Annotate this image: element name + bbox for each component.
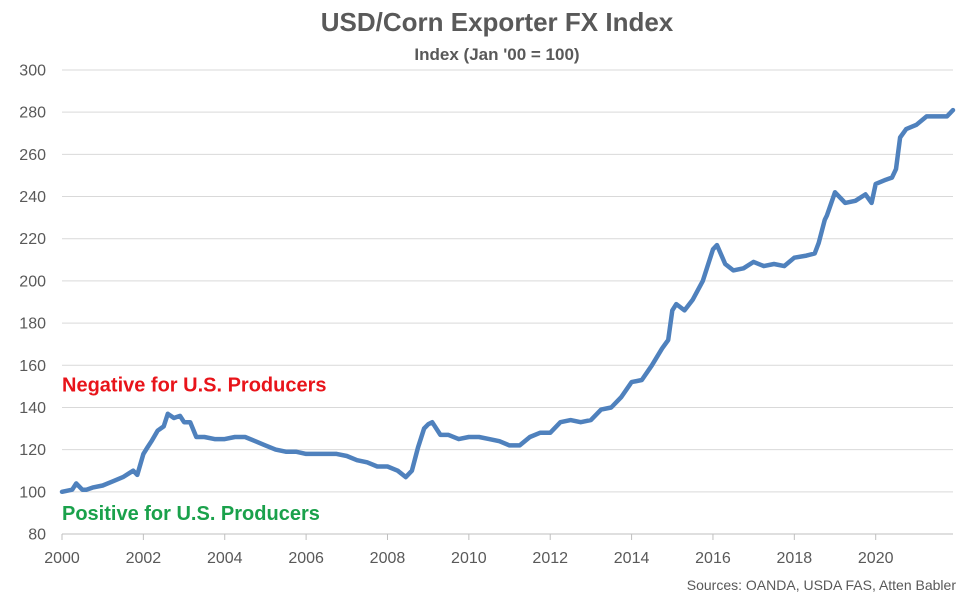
y-tick-label: 140: [19, 400, 46, 417]
source-note: Sources: OANDA, USDA FAS, Atten Babler: [687, 577, 957, 593]
gridlines: [62, 69, 953, 535]
y-axis-tick-labels: 80 100 120 140 160 180 200 220 240 260 280 300: [19, 63, 46, 544]
y-tick-label: 280: [19, 105, 46, 122]
y-tick-label: 100: [19, 484, 46, 501]
chart-title: USD/Corn Exporter FX Index: [321, 7, 674, 37]
y-tick-label: 300: [19, 63, 46, 80]
x-tick-label: 2000: [44, 550, 80, 567]
y-tick-label: 240: [19, 189, 46, 206]
x-tick-label: 2004: [207, 550, 243, 567]
x-axis-tick-labels: 2000 2002 2004 2006 2008 2010 2012 2014 2016 2018…: [44, 534, 894, 567]
y-tick-label: 160: [19, 358, 46, 375]
y-tick-label: 180: [19, 316, 46, 333]
y-tick-label: 80: [28, 527, 46, 544]
annotation-negative: Negative for U.S. Producers: [62, 374, 327, 396]
x-tick-label: 2006: [288, 550, 324, 567]
y-tick-label: 220: [19, 231, 46, 248]
y-tick-label: 260: [19, 147, 46, 164]
series-line-0: [59, 107, 956, 495]
x-tick-label: 2012: [532, 550, 568, 567]
x-tick-label: 2008: [370, 550, 406, 567]
chart-subtitle: Index (Jan '00 = 100): [414, 45, 579, 64]
y-tick-label: 200: [19, 273, 46, 290]
x-tick-label: 2020: [858, 550, 894, 567]
x-tick-label: 2002: [126, 550, 162, 567]
annotation-positive: Positive for U.S. Producers: [62, 503, 320, 525]
series-layer: [59, 107, 956, 495]
annotations: Negative for U.S. Producers Positive for …: [62, 374, 327, 525]
x-tick-label: 2014: [614, 550, 650, 567]
x-tick-label: 2010: [451, 550, 487, 567]
x-tick-label: 2018: [777, 550, 813, 567]
x-tick-label: 2016: [695, 550, 731, 567]
y-tick-label: 120: [19, 442, 46, 459]
